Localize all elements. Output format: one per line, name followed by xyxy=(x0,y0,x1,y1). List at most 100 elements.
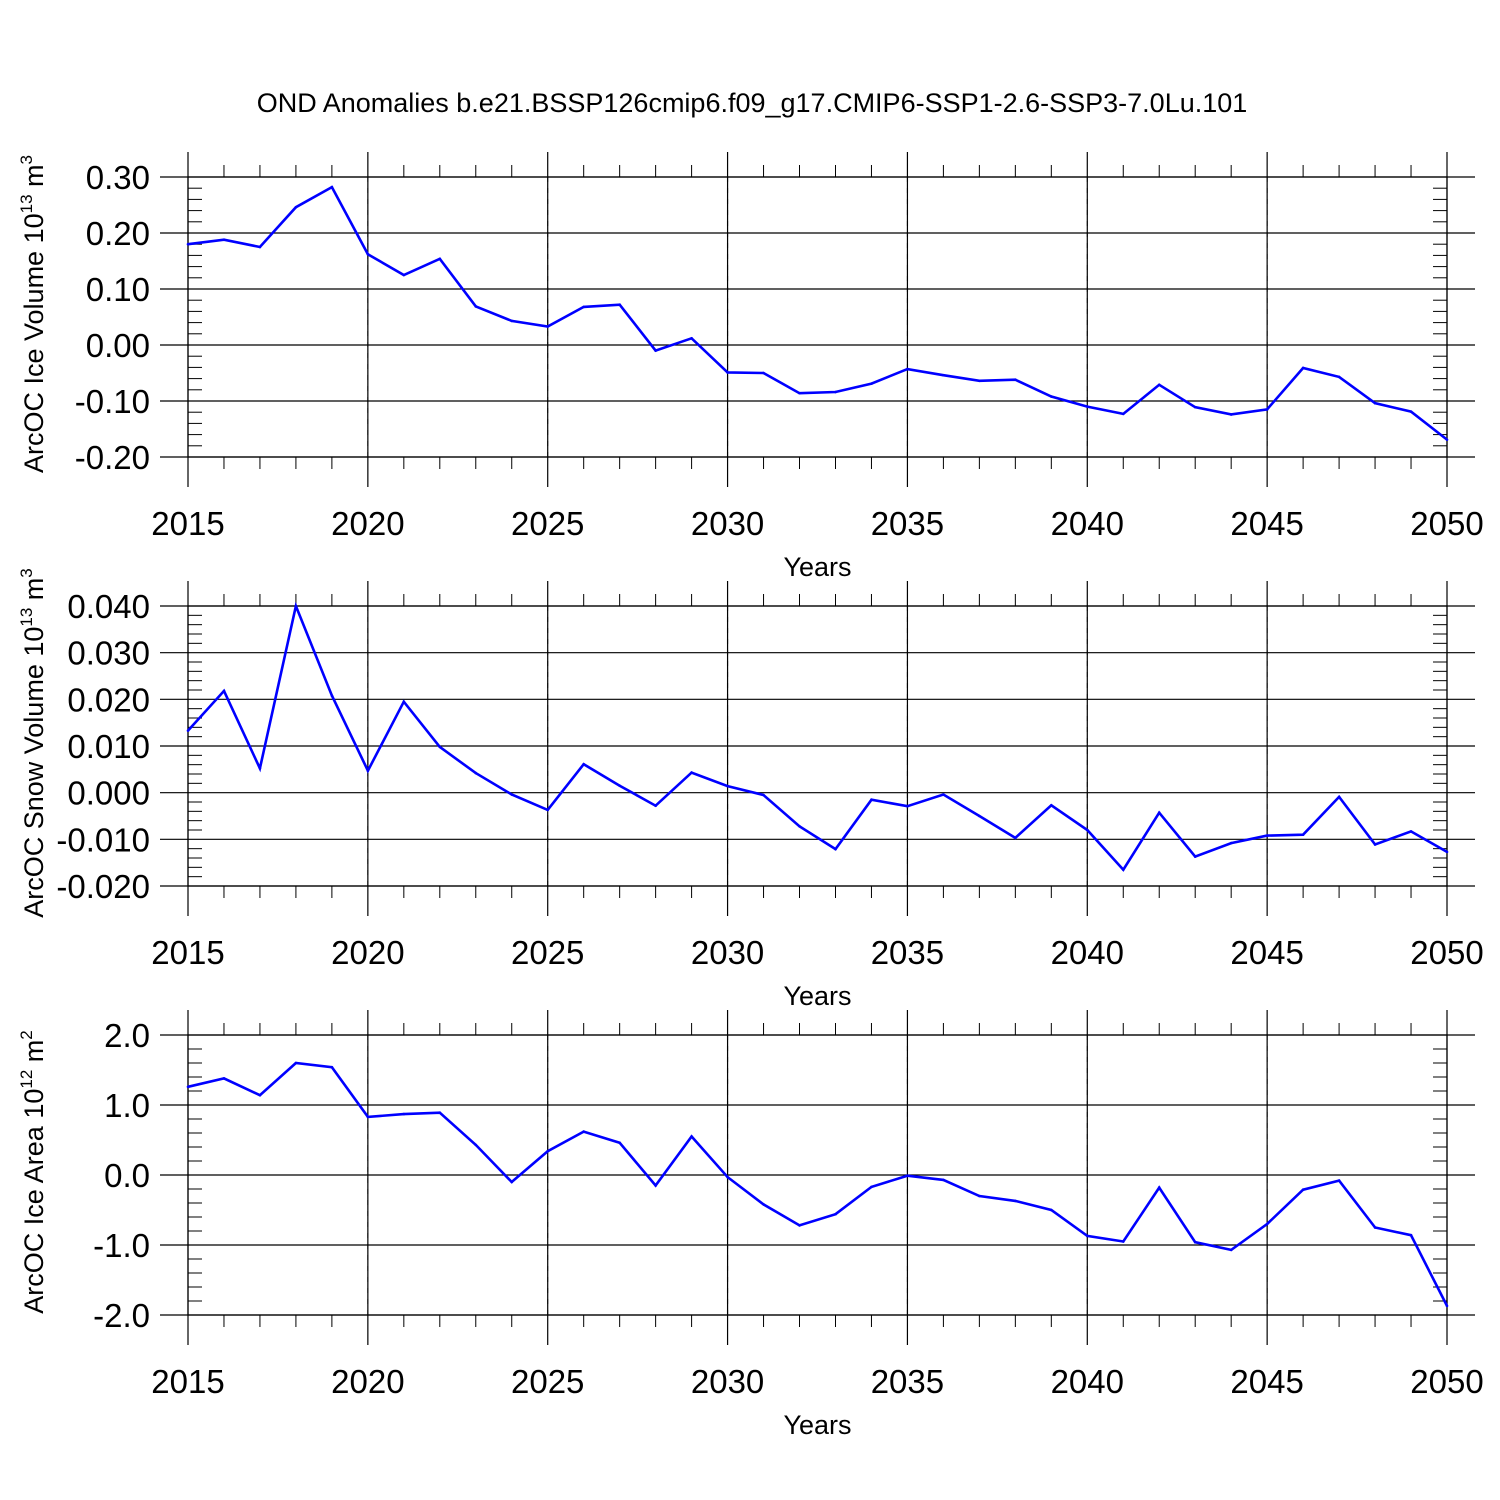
data-point xyxy=(870,1185,873,1189)
figure-title: OND Anomalies b.e21.BSSP126cmip6.f09_g17… xyxy=(257,88,1248,118)
data-point xyxy=(942,793,945,796)
data-point xyxy=(438,1111,442,1114)
y-tick-label: 0.00 xyxy=(86,327,150,364)
panel-1: -0.20 -0.10 0.00 0.10 0.20 0.30 2015 2020 2025 20… xyxy=(17,152,1484,582)
data-point xyxy=(330,185,334,189)
y-tick-label: -0.020 xyxy=(56,868,150,905)
data-point xyxy=(1301,366,1305,370)
data-point xyxy=(222,238,226,242)
y-tick-label: -0.20 xyxy=(75,439,150,476)
y-tick-label: 0.20 xyxy=(86,215,150,252)
data-point xyxy=(510,1180,514,1184)
x-tick-label: 2015 xyxy=(151,934,224,971)
data-point xyxy=(186,242,190,246)
data-point xyxy=(1373,401,1377,405)
y-tick-label: 0.030 xyxy=(67,635,150,672)
data-point xyxy=(762,1203,765,1206)
data-point xyxy=(1050,1208,1053,1212)
x-tick-label: 2025 xyxy=(511,934,584,971)
x-tick-label: 2030 xyxy=(691,934,764,971)
x-tick-label: 2035 xyxy=(871,934,944,971)
data-point xyxy=(1193,855,1197,858)
data-point xyxy=(1085,828,1089,832)
data-point xyxy=(618,1141,621,1145)
data-point xyxy=(1229,1248,1233,1252)
x-tick-label: 2020 xyxy=(331,1363,404,1400)
x-tick-label: 2030 xyxy=(691,505,764,542)
x-axis-label: Years xyxy=(783,981,851,1011)
x-tick-label: 2030 xyxy=(691,1363,764,1400)
data-point xyxy=(1085,405,1089,408)
x-tick-label: 2050 xyxy=(1410,1363,1483,1400)
data-point xyxy=(798,391,801,395)
x-tick-label: 2050 xyxy=(1410,505,1483,542)
data-point xyxy=(582,305,585,309)
data-point xyxy=(1229,413,1233,416)
data-point xyxy=(726,1175,729,1179)
data-point xyxy=(1265,1222,1269,1226)
data-point xyxy=(1121,1240,1125,1243)
x-tick-label: 2040 xyxy=(1051,1363,1124,1400)
data-point xyxy=(654,804,657,808)
data-point xyxy=(834,1212,837,1216)
data-point xyxy=(978,1194,981,1198)
data-point xyxy=(906,1174,909,1177)
data-point xyxy=(834,847,837,851)
data-point xyxy=(402,1112,406,1116)
data-point xyxy=(438,257,442,261)
x-tick-label: 2035 xyxy=(871,505,944,542)
data-point xyxy=(834,390,837,394)
y-tick-label: -0.010 xyxy=(56,821,150,858)
data-point xyxy=(798,824,801,828)
data-point xyxy=(330,694,334,697)
data-point xyxy=(330,1065,334,1069)
x-tick-label: 2025 xyxy=(511,1363,584,1400)
data-point xyxy=(798,1224,801,1227)
data-point xyxy=(1301,833,1305,836)
panels: -0.20 -0.10 0.00 0.10 0.20 0.30 2015 2020 2025 20… xyxy=(17,152,1484,1440)
x-tick-label: 2045 xyxy=(1230,505,1303,542)
data-point xyxy=(942,373,945,377)
data-point xyxy=(294,604,298,608)
data-point xyxy=(1409,1233,1413,1237)
data-point xyxy=(402,700,406,703)
data-point xyxy=(1157,383,1161,387)
data-point xyxy=(1301,1188,1305,1191)
data-point xyxy=(1050,803,1053,807)
data-point xyxy=(1337,795,1341,799)
data-point xyxy=(654,1184,657,1187)
data-point xyxy=(258,767,262,770)
y-tick-label: 0.000 xyxy=(67,775,150,812)
data-point xyxy=(978,379,981,383)
data-point xyxy=(1085,1234,1089,1238)
data-point xyxy=(870,798,873,801)
y-axis-label: ArcOC Ice Volume 1013 m3 xyxy=(17,155,49,473)
data-point xyxy=(1193,1240,1197,1244)
data-point xyxy=(1157,811,1161,815)
data-point xyxy=(258,1093,262,1097)
x-tick-label: 2035 xyxy=(871,1363,944,1400)
x-tick-label: 2040 xyxy=(1051,505,1124,542)
data-point xyxy=(510,793,514,796)
data-point xyxy=(222,689,226,693)
data-point xyxy=(726,784,729,788)
x-tick-label: 2045 xyxy=(1230,934,1303,971)
data-point xyxy=(1121,412,1125,416)
data-point xyxy=(1409,830,1413,833)
data-point xyxy=(366,769,370,773)
series-line xyxy=(187,1061,1449,1307)
y-tick-label: 0.10 xyxy=(86,271,150,308)
data-point xyxy=(1373,1226,1377,1229)
x-axis-label: Years xyxy=(783,1410,851,1440)
data-point xyxy=(546,325,550,328)
panel-2: -0.020 -0.010 0.000 0.010 0.020 0.030 0.040 201… xyxy=(17,568,1484,1011)
y-tick-label: 0.040 xyxy=(67,588,150,625)
x-tick-label: 2050 xyxy=(1410,934,1483,971)
x-axis-label: Years xyxy=(783,552,851,582)
data-point xyxy=(906,367,909,371)
data-point xyxy=(942,1178,945,1182)
data-point xyxy=(222,1077,226,1080)
y-tick-label: 0.30 xyxy=(86,159,150,196)
plot-frame xyxy=(187,176,1448,458)
